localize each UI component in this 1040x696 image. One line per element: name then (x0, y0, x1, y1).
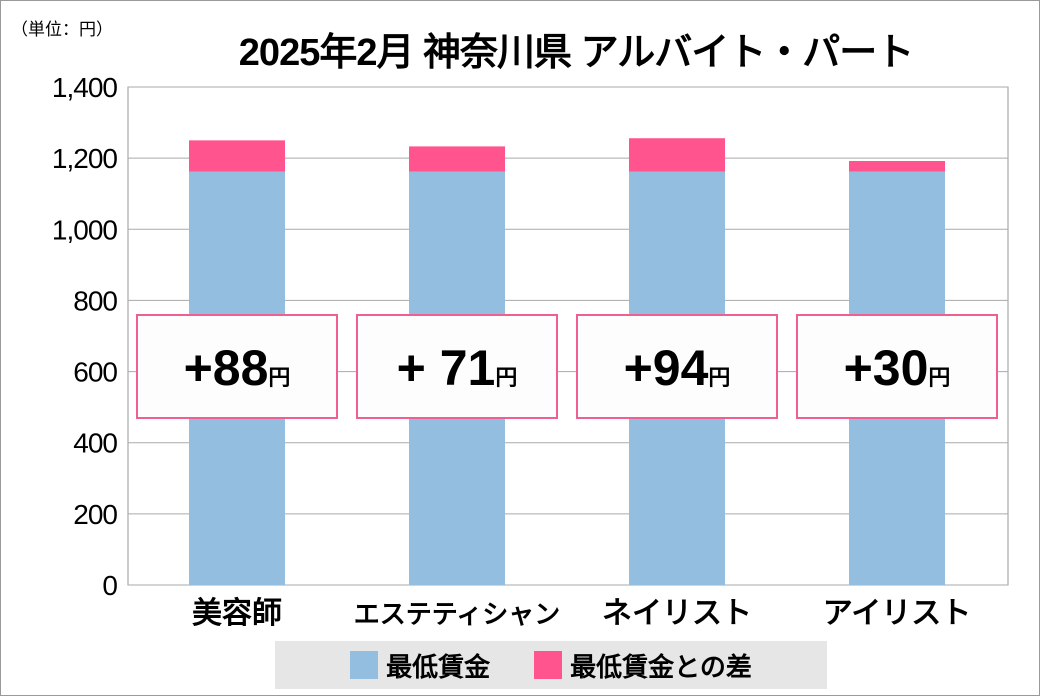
difference-annotation-box (576, 314, 778, 419)
bar-difference (849, 160, 945, 172)
difference-annotation-box (796, 314, 998, 419)
y-tick-label: 0 (102, 570, 117, 601)
bar-difference (409, 146, 505, 172)
unit-label: （単位：円） (11, 20, 113, 39)
y-tick-label: 400 (73, 428, 117, 459)
difference-annotation: + 71円 (397, 340, 518, 396)
y-tick-label: 800 (73, 285, 117, 316)
legend-swatch (350, 651, 379, 679)
difference-annotation-box (136, 314, 338, 419)
y-tick-label: 1,400 (52, 72, 117, 103)
legend-label: 最低賃金 (386, 651, 491, 682)
legend: 最低賃金 最低賃金との差 (275, 641, 827, 689)
difference-annotation: +94円 (624, 340, 731, 396)
x-tick-label: 美容師 (192, 596, 282, 630)
x-tick-label: ネイリスト (602, 597, 752, 630)
bar-difference (189, 140, 285, 172)
y-tick-label: 200 (73, 499, 117, 530)
difference-annotation: +88円 (184, 340, 291, 396)
x-tick-label: エステティシャン (354, 599, 560, 629)
difference-annotation-box (356, 314, 558, 419)
y-tick-label: 1,000 (52, 214, 117, 245)
legend-item: 最低賃金との差 (534, 647, 752, 684)
y-tick-label: 600 (73, 357, 117, 388)
legend-swatch (534, 651, 563, 679)
chart-title: 2025年2月 神奈川県 アルバイト・パート (238, 32, 914, 74)
legend-item: 最低賃金 (350, 647, 490, 684)
y-tick-label: 1,200 (52, 143, 117, 174)
x-tick-label: アイリスト (823, 597, 972, 630)
legend-label: 最低賃金との差 (570, 651, 752, 682)
difference-annotation: +30円 (844, 340, 951, 396)
bar-difference (629, 138, 725, 172)
